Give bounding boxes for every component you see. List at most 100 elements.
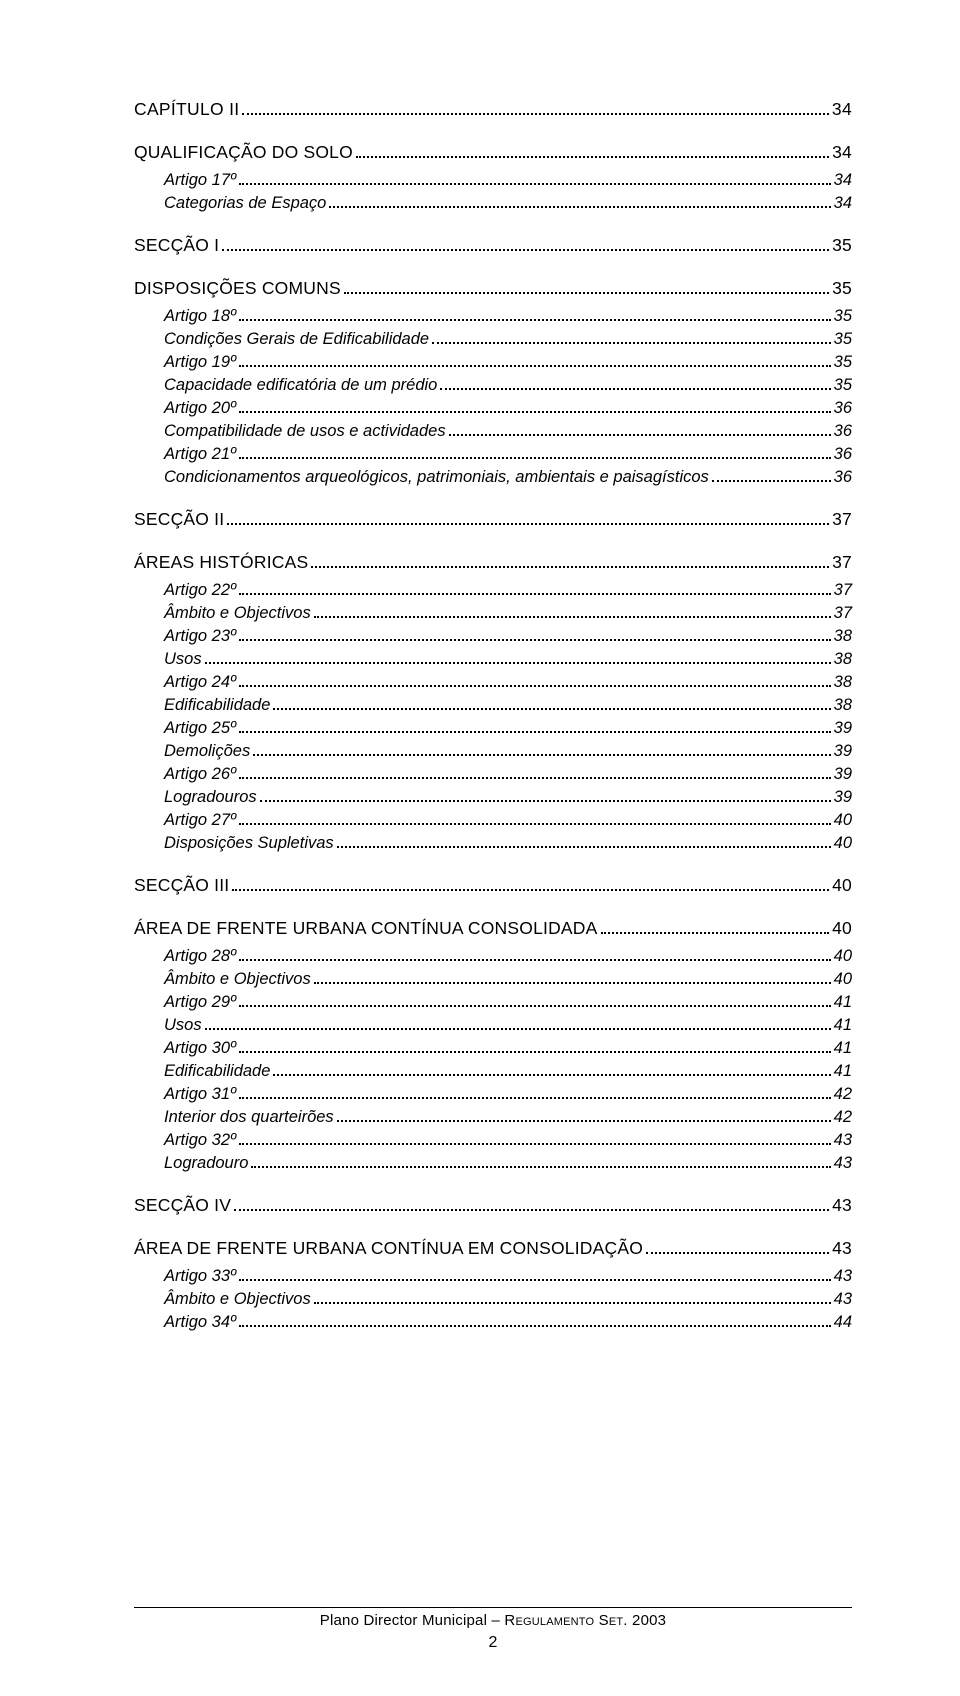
toc-leader-dots [432, 335, 831, 344]
toc-entry-label: Artigo 32º [164, 1131, 236, 1150]
toc-entry: Artigo 34º 44 [134, 1313, 852, 1332]
toc-entry-label: Logradouros [164, 788, 257, 807]
toc-entry-label: SECÇÃO I [134, 235, 219, 256]
toc-leader-dots [440, 381, 830, 390]
toc-entry-page: 41 [834, 1039, 852, 1058]
toc-leader-dots [239, 1272, 831, 1281]
toc-entry-label: Âmbito e Objectivos [164, 970, 311, 989]
toc-entry: Artigo 24º38 [134, 673, 852, 692]
footer-text-c: 2003 [628, 1612, 667, 1629]
toc-entry: Âmbito e Objectivos 40 [134, 970, 852, 989]
toc-leader-dots [260, 793, 831, 802]
toc-entry: Compatibilidade de usos e actividades36 [134, 422, 852, 441]
toc-entry: SECÇÃO IV43 [134, 1195, 852, 1216]
toc-entry-page: 43 [834, 1290, 852, 1309]
toc-entry-page: 42 [834, 1085, 852, 1104]
toc-entry-label: Artigo 25º [164, 719, 236, 738]
toc-entry-page: 43 [834, 1267, 852, 1286]
toc-entry: Demolições 39 [134, 742, 852, 761]
toc-entry-label: SECÇÃO II [134, 509, 224, 530]
toc-entry-label: Condições Gerais de Edificabilidade [164, 330, 429, 349]
toc-leader-dots [222, 241, 829, 251]
toc-leader-dots [337, 1113, 831, 1122]
toc-entry: Artigo 29º41 [134, 993, 852, 1012]
toc-entry-page: 39 [834, 742, 852, 761]
toc-entry: Capacidade edificatória de um prédio35 [134, 376, 852, 395]
toc-entry: Edificabilidade38 [134, 696, 852, 715]
toc-entry-label: Artigo 26º [164, 765, 236, 784]
toc-entry-page: 34 [832, 99, 852, 120]
toc-leader-dots [239, 632, 831, 641]
toc-leader-dots [239, 450, 831, 459]
toc-leader-dots [239, 176, 831, 185]
toc-entry-label: Artigo 29º [164, 993, 236, 1012]
toc-entry-label: Demolições [164, 742, 250, 761]
toc-entry: CAPÍTULO II 34 [134, 99, 852, 120]
toc-entry-label: Artigo 31º [164, 1085, 236, 1104]
toc-leader-dots [232, 881, 829, 891]
toc-entry-page: 36 [834, 445, 852, 464]
toc-entry-page: 41 [834, 1016, 852, 1035]
toc-leader-dots [239, 952, 831, 961]
toc-entry-page: 36 [834, 422, 852, 441]
toc-entry-page: 40 [834, 947, 852, 966]
footer-text: Plano Director Municipal – Regulamento S… [134, 1612, 852, 1629]
toc-entry-page: 40 [832, 875, 852, 896]
toc-entry: Artigo 32º43 [134, 1131, 852, 1150]
toc-leader-dots [239, 1090, 831, 1099]
toc-entry-label: Artigo 22º [164, 581, 236, 600]
toc-entry-label: Condicionamentos arqueológicos, patrimon… [164, 468, 709, 487]
toc-entry-label: Edificabilidade [164, 696, 270, 715]
toc-entry-page: 36 [834, 468, 852, 487]
toc-entry: Artigo 19º35 [134, 353, 852, 372]
toc-leader-dots [712, 473, 831, 482]
toc-entry-label: Artigo 20º [164, 399, 236, 418]
toc-entry: Artigo 20º36 [134, 399, 852, 418]
toc-entry-label: Artigo 21º [164, 445, 236, 464]
toc-entry-label: Usos [164, 650, 202, 669]
toc-leader-dots [601, 924, 830, 934]
toc-entry-page: 40 [834, 970, 852, 989]
toc-entry: Artigo 28º 40 [134, 947, 852, 966]
toc-entry: ÁREA DE FRENTE URBANA CONTÍNUA EM CONSOL… [134, 1238, 852, 1259]
toc-entry: Artigo 22º 37 [134, 581, 852, 600]
toc-entry-label: Artigo 30º [164, 1039, 236, 1058]
toc-entry-page: 37 [834, 604, 852, 623]
toc-entry-page: 37 [834, 581, 852, 600]
toc-entry: Âmbito e Objectivos37 [134, 604, 852, 623]
toc-entry-label: Interior dos quarteirões [164, 1108, 334, 1127]
toc-leader-dots [239, 358, 831, 367]
toc-entry-page: 34 [834, 171, 852, 190]
toc-entry-label: ÁREA DE FRENTE URBANA CONTÍNUA CONSOLIDA… [134, 918, 598, 939]
toc-leader-dots [273, 701, 830, 710]
toc-leader-dots [239, 312, 831, 321]
toc-entry-label: CAPÍTULO II [134, 99, 239, 120]
toc-entry-label: Artigo 28º [164, 947, 236, 966]
page-footer: Plano Director Municipal – Regulamento S… [134, 1607, 852, 1652]
toc-leader-dots [239, 724, 831, 733]
toc-leader-dots [239, 816, 831, 825]
toc-entry: ÁREAS HISTÓRICAS37 [134, 552, 852, 573]
toc-entry-label: Âmbito e Objectivos [164, 1290, 311, 1309]
toc-leader-dots [314, 609, 831, 618]
toc-entry: Disposições Supletivas 40 [134, 834, 852, 853]
toc-entry-page: 44 [834, 1313, 852, 1332]
toc-leader-dots [239, 586, 831, 595]
toc-entry: Categorias de Espaço34 [134, 194, 852, 213]
toc-entry: Usos41 [134, 1016, 852, 1035]
toc-entry-page: 40 [832, 918, 852, 939]
toc-leader-dots [314, 1295, 831, 1304]
toc-entry-page: 43 [834, 1154, 852, 1173]
toc-leader-dots [239, 678, 831, 687]
toc-entry-label: Artigo 17º [164, 171, 236, 190]
toc-entry-page: 39 [834, 765, 852, 784]
toc-entry-label: Artigo 23º [164, 627, 236, 646]
toc-entry-label: Artigo 34º [164, 1313, 236, 1332]
toc-entry-page: 34 [832, 142, 852, 163]
toc-leader-dots [337, 839, 831, 848]
toc-entry: Artigo 26º 39 [134, 765, 852, 784]
toc-entry: QUALIFICAÇÃO DO SOLO34 [134, 142, 852, 163]
toc-leader-dots [356, 148, 829, 158]
toc-entry-label: Disposições Supletivas [164, 834, 334, 853]
toc-entry-page: 40 [834, 834, 852, 853]
